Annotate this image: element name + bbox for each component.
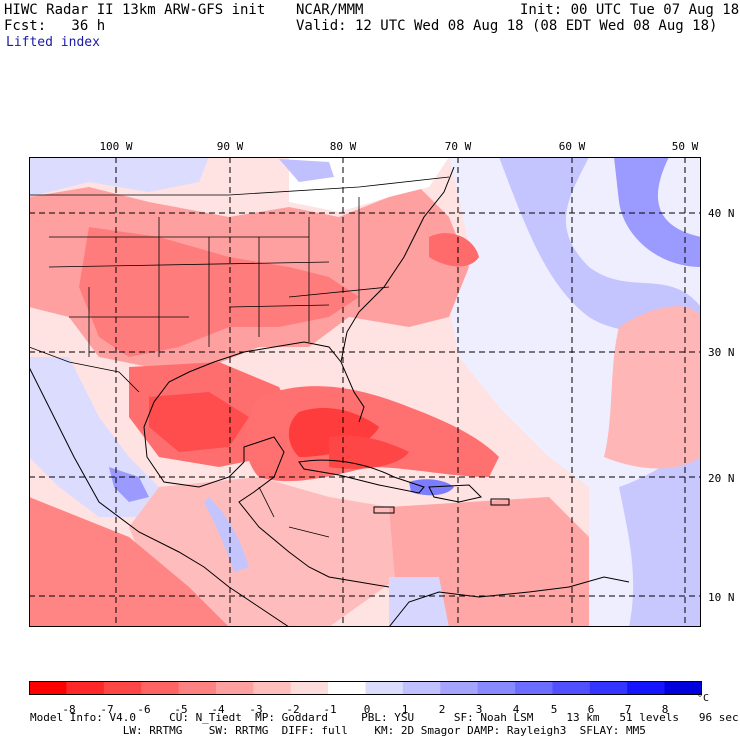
colorbar-swatch xyxy=(253,681,292,695)
colorbar-swatch xyxy=(66,681,105,695)
atlantic-blue-streak-3 xyxy=(619,437,701,627)
colorbar-tick: -2 xyxy=(286,703,300,716)
colorbar-tick: 0 xyxy=(363,703,371,716)
gulf-coast xyxy=(143,341,342,488)
mexico-blue-core xyxy=(109,467,149,502)
colorbar-unit: °C xyxy=(697,693,710,704)
us-strong-unstable xyxy=(79,227,359,357)
colorbar-swatch xyxy=(440,681,479,695)
colorbar-swatch xyxy=(477,681,516,695)
mexico-pacific-coast xyxy=(29,366,290,627)
lon-label-90w: 90 W xyxy=(216,140,244,153)
colorbar-tick: -8 xyxy=(62,703,76,716)
field-name: Lifted index xyxy=(6,35,100,50)
south-america-stable xyxy=(389,577,449,627)
model-info-line2: LW: RRTMG SW: RRTMG DIFF: full KM: 2D Sm… xyxy=(30,724,646,737)
atlantic-blue-streak-2 xyxy=(614,157,701,267)
colorbar-tick: -3 xyxy=(249,703,263,716)
hispaniola xyxy=(428,484,482,503)
caribbean-strong-2 xyxy=(329,435,409,469)
colorbar-swatch xyxy=(103,681,142,695)
colorbar-frame xyxy=(29,681,702,695)
political-borders xyxy=(29,176,450,538)
colorbar-swatch xyxy=(515,681,553,695)
colorbar-swatch xyxy=(365,681,404,695)
colorbar-tick: 5 xyxy=(550,703,558,716)
colorbar-swatch xyxy=(328,681,366,695)
colorbar-swatch xyxy=(664,681,702,695)
lat-label-30n: 30 N xyxy=(708,346,735,359)
pacific-unstable xyxy=(29,497,229,627)
map-frame xyxy=(29,157,701,627)
lifted-index-map xyxy=(29,157,701,627)
central-america-mixed xyxy=(129,477,399,627)
jamaica xyxy=(373,506,395,514)
model-info-line1: Model Info: V4.0 CU: N_Tiedt MP: Goddard… xyxy=(30,711,739,724)
model-title: HIWC Radar II 13km ARW-GFS init xyxy=(4,2,266,18)
cuba xyxy=(298,459,425,494)
lat-label-10n: 10 N xyxy=(708,591,735,604)
lat-label-20n: 20 N xyxy=(708,472,735,485)
colorbar xyxy=(29,681,702,695)
colorbar-tick: -6 xyxy=(137,703,151,716)
puerto-rico xyxy=(490,498,510,506)
colorbar-tick: 1 xyxy=(401,703,409,716)
south-america-coast xyxy=(388,576,630,627)
lon-label-50w: 50 W xyxy=(671,140,699,153)
colorbar-tick: -1 xyxy=(323,703,337,716)
colorbar-tick: 3 xyxy=(475,703,483,716)
lon-label-100w: 100 W xyxy=(99,140,133,153)
colorbar-tick: -5 xyxy=(174,703,188,716)
colorbar-tick: 8 xyxy=(661,703,669,716)
organization-label: NCAR/MMM xyxy=(296,2,364,18)
colorbar-swatch xyxy=(552,681,591,695)
coastlines xyxy=(29,166,630,627)
colorbar-tick: -4 xyxy=(211,703,225,716)
great-lakes-blue xyxy=(279,159,334,182)
colorbar-swatch xyxy=(627,681,666,695)
pacific-stable-strip xyxy=(204,497,249,572)
colorbar-tick: 4 xyxy=(512,703,520,716)
colorbar-swatch xyxy=(178,681,217,695)
colorbar-swatch xyxy=(141,681,180,695)
colorbar-swatch xyxy=(589,681,628,695)
yucatan xyxy=(238,436,390,588)
colorbar-tick: 7 xyxy=(624,703,632,716)
colorbar-tick: 6 xyxy=(587,703,595,716)
lat-lon-grid xyxy=(29,157,701,627)
forecast-hour: Fcst: 36 h xyxy=(4,18,106,34)
colorbar-swatch xyxy=(29,681,67,695)
atlantic-blue-streak-1 xyxy=(499,157,701,357)
us-east-coast xyxy=(340,166,455,423)
gulf-strong xyxy=(149,392,249,452)
colorbar-swatch xyxy=(402,681,441,695)
colorbar-tick: 2 xyxy=(438,703,446,716)
valid-time: Valid: 12 UTC Wed 08 Aug 18 (08 EDT Wed … xyxy=(296,18,718,34)
init-time: Init: 00 UTC Tue 07 Aug 18 xyxy=(520,2,740,18)
us-north-stable xyxy=(29,157,209,197)
lon-label-60w: 60 W xyxy=(558,140,586,153)
atlantic-unstable-patch xyxy=(604,306,701,469)
lon-label-70w: 70 W xyxy=(444,140,472,153)
colorbar-tick: -7 xyxy=(100,703,114,716)
offshore-hotspot xyxy=(429,233,479,267)
lat-label-40n: 40 N xyxy=(708,207,735,220)
colorbar-swatch xyxy=(290,681,329,695)
colorbar-swatch xyxy=(215,681,254,695)
lon-label-80w: 80 W xyxy=(329,140,357,153)
